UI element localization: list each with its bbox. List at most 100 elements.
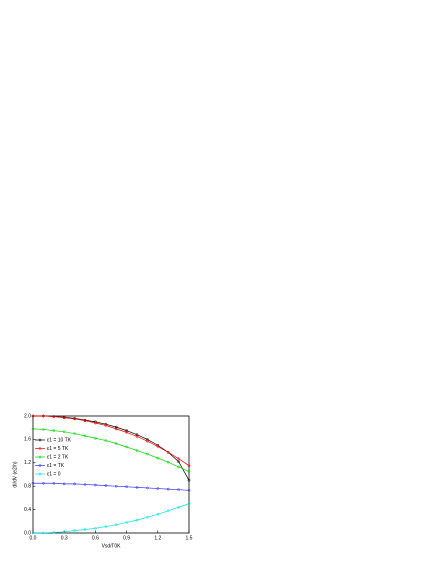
- data-point: [104, 484, 108, 487]
- data-point: [187, 470, 191, 473]
- data-point: [146, 438, 149, 441]
- data-point: [42, 414, 45, 418]
- data-point: [125, 431, 128, 434]
- data-point: [146, 439, 149, 443]
- data-point: [94, 526, 97, 530]
- data-point: [83, 419, 87, 423]
- data-point: [177, 505, 180, 509]
- data-point: [83, 528, 87, 531]
- data-point: [104, 424, 108, 427]
- legend-marker: [38, 447, 42, 450]
- y-tick-label: 0.4: [24, 507, 31, 513]
- data-point: [73, 482, 76, 486]
- data-point: [73, 529, 76, 533]
- data-point: [156, 512, 160, 516]
- data-point: [177, 460, 180, 463]
- data-point: [146, 452, 149, 456]
- data-point: [125, 521, 128, 524]
- data-point: [42, 481, 45, 485]
- x-tick-label: 0.3: [61, 535, 68, 541]
- data-point: [135, 518, 139, 522]
- data-point: [114, 425, 118, 429]
- data-point: [177, 465, 180, 469]
- data-point: [114, 442, 118, 445]
- x-tick-label: 0.9: [123, 535, 130, 541]
- data-point: [177, 457, 180, 461]
- data-point: [125, 445, 128, 449]
- legend-label: ε1 = 5 TK: [47, 446, 69, 452]
- data-point: [114, 523, 118, 527]
- legend-marker: [38, 438, 42, 442]
- legend-marker: [38, 464, 42, 467]
- data-point: [146, 515, 149, 519]
- data-point: [177, 488, 180, 492]
- data-point: [156, 456, 160, 460]
- legend-label: ε1 = 10 TK: [47, 437, 72, 443]
- data-point: [42, 531, 45, 535]
- data-point: [62, 416, 66, 420]
- data-point: [31, 531, 35, 535]
- data-point: [187, 479, 191, 482]
- data-point: [104, 525, 108, 528]
- data-point: [187, 464, 191, 468]
- data-point: [166, 450, 170, 454]
- y-tick-label: 1.6: [24, 437, 31, 443]
- y-axis-label: dI/dV (e2/h): [12, 461, 18, 487]
- x-tick-label: 0.0: [30, 535, 37, 541]
- legend-label: ε1 = 2 TK: [47, 454, 69, 460]
- data-point: [94, 483, 97, 487]
- data-point: [166, 460, 170, 464]
- data-point: [83, 434, 87, 438]
- series-line: [33, 415, 190, 467]
- y-tick-label: 2.0: [24, 413, 31, 419]
- data-point: [94, 436, 97, 440]
- x-axis-label: Vsd/Γ0K: [102, 543, 122, 549]
- data-point: [31, 414, 35, 418]
- data-point: [52, 429, 56, 432]
- legend-label: ε1 = 0: [47, 471, 61, 477]
- y-tick-label: 1.2: [24, 460, 31, 466]
- data-point: [135, 435, 139, 438]
- data-point: [125, 429, 128, 432]
- data-point: [42, 428, 45, 431]
- data-point: [135, 433, 139, 437]
- series-line: [33, 482, 190, 491]
- data-point: [62, 530, 66, 534]
- data-point: [31, 427, 35, 431]
- data-point: [31, 481, 35, 485]
- series-line: [32, 428, 190, 472]
- data-point: [135, 449, 139, 452]
- data-point: [104, 439, 108, 442]
- data-point: [156, 445, 160, 448]
- legend-marker: [38, 455, 42, 459]
- data-point: [83, 483, 87, 486]
- data-point: [73, 432, 76, 435]
- data-point: [146, 486, 149, 490]
- data-point: [187, 502, 191, 506]
- data-point: [166, 509, 170, 513]
- data-point: [135, 486, 139, 489]
- data-point: [156, 487, 160, 490]
- x-tick-label: 1.2: [154, 535, 161, 541]
- data-point: [52, 481, 56, 485]
- x-tick-label: 1.5: [186, 535, 193, 541]
- legend-marker: [38, 472, 42, 476]
- data-point: [62, 482, 66, 486]
- data-point: [166, 487, 170, 491]
- legend-label: ε1 = TK: [47, 463, 65, 469]
- x-tick-label: 0.6: [92, 535, 99, 541]
- data-point: [125, 485, 128, 489]
- data-point: [73, 417, 76, 421]
- data-point: [114, 484, 118, 488]
- data-point: [52, 415, 56, 418]
- plot-frame: [32, 415, 190, 534]
- data-point: [52, 531, 56, 534]
- data-point: [62, 430, 66, 434]
- series-line: [32, 503, 190, 534]
- data-point: [114, 427, 118, 431]
- y-tick-label: 0.0: [24, 530, 31, 536]
- data-point: [187, 488, 191, 492]
- data-point: [94, 421, 97, 425]
- y-tick-label: 0.8: [24, 484, 31, 490]
